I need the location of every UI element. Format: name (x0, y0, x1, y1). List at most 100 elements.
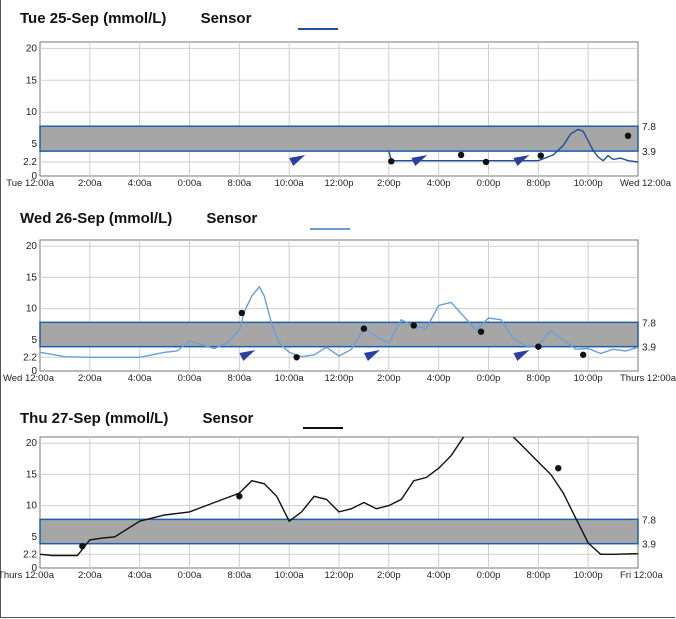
event-flag-icon (363, 350, 380, 361)
x-tick-label: 8:00a (227, 373, 251, 384)
y-tick-label: 2.2 (23, 157, 37, 168)
meter-reading-point (624, 132, 632, 139)
sensor-series-line (40, 285, 638, 358)
x-tick-label: 4:00a (128, 570, 152, 581)
meter-reading-point (457, 151, 465, 159)
y-tick-label: 0 (31, 171, 37, 182)
x-tick-label: 12:00p (324, 178, 353, 189)
x-tick-label: 10:00p (574, 373, 603, 384)
x-tick-label: 12:00p (324, 570, 353, 581)
x-tick-label: 2:00a (78, 373, 102, 384)
x-tick-label: 2:00a (78, 178, 102, 189)
y-tick-label: 5 (31, 335, 37, 346)
panel-title-wed: Wed 26-Sep (mmol/L) Sensor (20, 210, 257, 227)
x-tick-label: 2:00p (377, 570, 401, 581)
x-tick-label: Tue 12:00a (6, 178, 54, 189)
sensor-series-line (40, 437, 466, 557)
target-range-band (39, 518, 639, 545)
x-tick-label: Wed 12:00a (620, 178, 672, 189)
y-tick-label: 10 (26, 107, 38, 118)
target-range-band (39, 125, 639, 152)
x-tick-label: 4:00p (427, 373, 451, 384)
x-tick-label: 12:00p (324, 373, 353, 384)
x-tick-label: Wed 12:00a (3, 373, 55, 384)
x-tick-label: 0:00a (178, 373, 202, 384)
meter-reading-point (537, 152, 545, 159)
x-tick-label: 2:00p (377, 373, 401, 384)
x-tick-label: 0:00p (477, 373, 501, 384)
legend-swatch-wed (310, 228, 350, 230)
meter-reading-point (579, 351, 587, 358)
x-tick-label: Fri 12:00a (620, 570, 663, 581)
meter-reading-point (477, 328, 485, 335)
x-tick-label: Thurs 12:00a (620, 373, 676, 384)
x-tick-label: 10:00a (275, 373, 305, 384)
x-tick-label: 10:00a (275, 178, 305, 189)
x-tick-label: 4:00a (128, 178, 152, 189)
meter-reading-point (388, 158, 395, 165)
target-low-label: 3.9 (642, 147, 656, 158)
event-flag-icon (239, 350, 256, 361)
y-tick-label: 2.2 (23, 549, 37, 560)
x-tick-label: 8:00p (526, 373, 550, 384)
x-tick-label: 4:00a (128, 373, 152, 384)
x-tick-label: 10:00p (574, 570, 603, 581)
target-high-label: 7.8 (642, 515, 656, 526)
x-tick-label: 10:00p (574, 178, 603, 189)
event-flag-icon (513, 350, 530, 361)
event-flag-icon (411, 155, 428, 166)
x-tick-label: 8:00a (227, 178, 251, 189)
y-tick-label: 15 (26, 272, 38, 283)
x-tick-label: 0:00p (477, 178, 501, 189)
y-tick-label: 0 (31, 366, 37, 377)
legend-swatch-thu (303, 427, 343, 429)
panel-title-wed-text: Wed 26-Sep (mmol/L) (20, 210, 173, 227)
chart-tue: 7.8 3.9 0 2.2 5 10 15 20 Tue 12:00a 2:00a 4:00a 0:0… (6, 41, 672, 189)
sensor-series-line (512, 437, 638, 555)
panel-title-tue: Tue 25-Sep (mmol/L) Sensor (20, 10, 251, 27)
panel-title-tue-text: Tue 25-Sep (mmol/L) (20, 10, 167, 27)
y-tick-label: 15 (26, 469, 38, 480)
legend-label-wed: Sensor (206, 210, 258, 227)
target-low-label: 3.9 (642, 540, 656, 551)
x-tick-label: 8:00a (227, 570, 251, 581)
y-tick-label: 5 (31, 532, 37, 543)
legend-label-thu: Sensor (202, 410, 254, 427)
meter-reading-point (236, 493, 243, 500)
x-tick-label: 0:00a (178, 570, 202, 581)
y-tick-label: 0 (31, 563, 37, 574)
event-flag-icon (513, 155, 530, 166)
legend-label-tue: Sensor (200, 10, 252, 27)
x-tick-label: 2:00p (377, 178, 401, 189)
meter-reading-point (482, 158, 490, 166)
legend-swatch-tue (298, 28, 338, 30)
target-high-label: 7.8 (642, 318, 656, 329)
y-tick-label: 20 (26, 241, 38, 252)
x-tick-label: 4:00p (427, 178, 451, 189)
target-high-label: 7.8 (642, 122, 656, 133)
meter-reading-point (293, 354, 300, 361)
meter-reading-point (360, 325, 368, 332)
x-tick-label: 2:00a (78, 570, 102, 581)
meter-reading-point (79, 542, 86, 550)
y-tick-label: 10 (26, 304, 38, 315)
meter-reading-point (238, 309, 246, 317)
x-tick-label: Thurs 12:00a (0, 570, 55, 581)
target-low-label: 3.9 (642, 343, 656, 354)
y-tick-label: 20 (26, 43, 38, 54)
x-tick-label: 4:00p (427, 570, 451, 581)
x-tick-label: 8:00p (526, 570, 550, 581)
meter-reading-point (535, 343, 542, 350)
chart-thu: 7.8 3.9 0 2.2 5 10 15 20 Thurs 12:00a 2:00a 4:00a 0… (0, 436, 663, 581)
x-tick-label: 10:00a (275, 570, 305, 581)
meter-reading-point (410, 322, 417, 329)
y-tick-label: 10 (26, 501, 38, 512)
chart-wed: 7.8 3.9 0 2.2 5 10 15 20 Wed 12:00a 2:00a 4:00a 0:0… (3, 239, 676, 384)
target-range-band (39, 321, 639, 348)
x-tick-label: 8:00p (526, 178, 550, 189)
panel-title-thu: Thu 27-Sep (mmol/L) Sensor (20, 410, 253, 427)
y-tick-label: 15 (26, 75, 38, 86)
event-flag-icon (289, 155, 306, 166)
sensor-series-line (388, 128, 638, 163)
